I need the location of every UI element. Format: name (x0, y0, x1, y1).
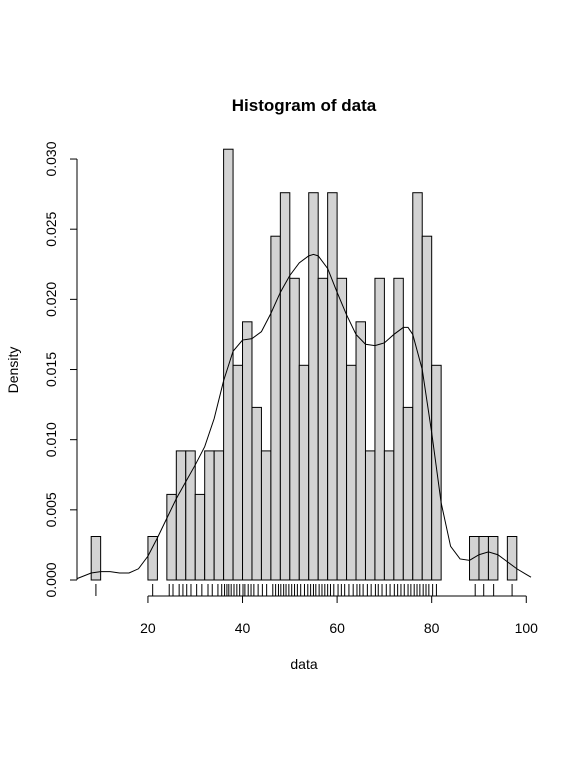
histogram-bar-32 (479, 537, 488, 581)
histogram-bars (91, 149, 517, 580)
histogram-bar-33 (488, 537, 497, 581)
histogram-bar-24 (375, 278, 384, 580)
x-tick-label: 40 (235, 620, 251, 636)
y-tick-label: 0.005 (43, 492, 59, 527)
histogram-bar-30 (432, 365, 441, 580)
histogram-bar-5 (195, 494, 204, 580)
histogram-bar-20 (337, 278, 346, 580)
histogram-bar-21 (347, 365, 356, 580)
x-tick-label: 80 (424, 620, 440, 636)
histogram-bar-2 (167, 494, 176, 580)
x-axis-label: data (290, 656, 317, 672)
histogram-bar-4 (186, 451, 195, 580)
histogram-bar-18 (318, 278, 327, 580)
histogram-bar-17 (309, 193, 318, 580)
histogram-bar-29 (422, 236, 431, 580)
histogram-bar-1 (148, 537, 157, 581)
y-tick-label: 0.000 (43, 562, 59, 597)
histogram-bar-12 (261, 451, 270, 580)
histogram-bar-3 (176, 451, 185, 580)
y-tick-label: 0.015 (43, 352, 59, 387)
y-tick-label: 0.025 (43, 211, 59, 246)
histogram-bar-15 (290, 278, 299, 580)
histogram-bar-7 (214, 451, 223, 580)
histogram-bar-6 (205, 451, 214, 580)
x-tick-label: 20 (140, 620, 156, 636)
x-axis: 20 40 60 80 100 (140, 596, 538, 636)
histogram-bar-11 (252, 407, 261, 580)
histogram-bar-10 (243, 322, 252, 580)
x-tick-label: 100 (515, 620, 539, 636)
histogram-bar-14 (280, 193, 289, 580)
histogram-bar-26 (394, 278, 403, 580)
histogram-bar-25 (384, 451, 393, 580)
histogram-bar-9 (233, 365, 242, 580)
histogram-bar-28 (413, 193, 422, 580)
y-axis-label: Density (5, 347, 21, 394)
chart-title: Histogram of data (232, 96, 377, 115)
histogram-bar-19 (328, 193, 337, 580)
histogram-bar-23 (365, 451, 374, 580)
histogram-bar-27 (403, 407, 412, 580)
histogram-bar-0 (91, 537, 100, 581)
y-tick-label: 0.010 (43, 422, 59, 457)
histogram-bar-34 (507, 537, 516, 581)
histogram-bar-13 (271, 236, 280, 580)
y-axis: 0.000 0.005 0.010 0.015 0.020 0.025 0.030 (43, 141, 77, 597)
rug-marks (96, 584, 512, 596)
x-tick-label: 60 (329, 620, 345, 636)
y-tick-label: 0.020 (43, 282, 59, 317)
y-tick-label: 0.030 (43, 141, 59, 176)
histogram-bar-22 (356, 322, 365, 580)
histogram-bar-16 (299, 365, 308, 580)
histogram-bar-31 (470, 537, 479, 581)
